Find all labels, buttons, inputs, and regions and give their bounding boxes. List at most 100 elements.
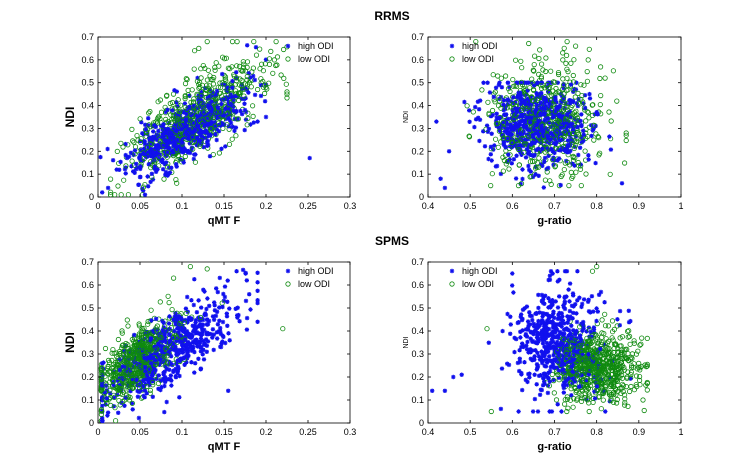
low-odi-point xyxy=(574,135,580,141)
high-odi-point xyxy=(167,332,173,338)
high-odi-point xyxy=(473,104,478,110)
high-odi-point xyxy=(541,185,546,190)
data-points xyxy=(98,38,312,197)
high-odi-point xyxy=(594,306,599,311)
low-odi-point xyxy=(485,99,491,105)
high-odi-point xyxy=(168,130,174,135)
low-odi-point xyxy=(495,73,501,79)
high-odi-point xyxy=(489,158,494,163)
high-odi-point xyxy=(162,379,168,384)
high-odi-point xyxy=(142,141,148,147)
low-odi-point xyxy=(527,85,533,91)
high-odi-point xyxy=(145,174,150,179)
high-odi-point xyxy=(123,152,128,158)
low-odi-point xyxy=(624,356,630,362)
high-odi-point xyxy=(100,403,105,409)
low-odi-point xyxy=(235,116,241,122)
high-odi-point xyxy=(546,370,551,375)
high-odi-point xyxy=(520,316,525,322)
high-odi-point xyxy=(557,329,563,335)
low-odi-point xyxy=(246,80,252,86)
low-odi-point xyxy=(129,376,135,382)
low-odi-point xyxy=(531,158,538,164)
high-odi-point xyxy=(162,331,167,336)
high-odi-point xyxy=(509,132,514,137)
high-odi-point xyxy=(524,115,529,120)
high-odi-point xyxy=(143,357,149,362)
high-odi-point xyxy=(555,158,560,163)
high-odi-point xyxy=(177,146,182,152)
high-odi-point xyxy=(524,147,529,152)
high-odi-point xyxy=(215,322,221,327)
low-odi-point xyxy=(137,116,143,122)
high-odi-point xyxy=(179,126,184,132)
low-odi-point xyxy=(129,364,135,370)
low-odi-point xyxy=(131,139,137,145)
low-odi-point xyxy=(190,146,196,152)
high-odi-point xyxy=(570,98,575,104)
high-odi-point xyxy=(545,146,550,151)
high-odi-point xyxy=(517,122,522,127)
low-odi-point xyxy=(500,168,506,174)
high-odi-point xyxy=(255,298,260,303)
low-odi-point xyxy=(633,373,640,379)
high-odi-point xyxy=(255,270,260,275)
x-tick-label: 0.5 xyxy=(464,201,477,211)
low-odi-point xyxy=(576,163,582,169)
high-odi-point xyxy=(556,312,561,318)
high-odi-point xyxy=(517,368,522,374)
low-odi-point xyxy=(545,85,552,91)
high-odi-point xyxy=(522,99,527,105)
high-odi-point xyxy=(198,367,203,372)
high-odi-point xyxy=(169,383,174,388)
high-odi-point xyxy=(544,166,549,172)
high-odi-point xyxy=(154,350,159,356)
high-odi-point xyxy=(160,142,166,147)
low-odi-point xyxy=(596,393,603,400)
scatter-panel-3: 0 0.05 0.1 0.15 0.2 0.25 0.300.10.20.30.40.50.… xyxy=(63,257,356,453)
high-odi-point xyxy=(570,316,575,321)
high-odi-point xyxy=(548,124,553,130)
low-odi-point xyxy=(644,379,650,386)
y-tick-label: 0.2 xyxy=(411,146,424,156)
low-odi-point xyxy=(496,98,503,104)
high-odi-point xyxy=(551,377,556,382)
high-odi-point xyxy=(182,121,188,126)
high-odi-point xyxy=(588,310,593,315)
high-odi-point xyxy=(199,326,205,331)
high-odi-point xyxy=(135,388,140,394)
low-odi-point xyxy=(538,74,544,80)
high-odi-point xyxy=(501,139,506,144)
high-odi-point xyxy=(186,315,192,320)
high-odi-point xyxy=(262,99,268,104)
low-odi-point xyxy=(125,323,131,329)
low-odi-point xyxy=(615,354,621,360)
high-odi-point xyxy=(524,80,530,85)
high-odi-point xyxy=(100,366,106,371)
high-odi-point xyxy=(242,127,247,133)
high-odi-point xyxy=(153,143,158,148)
high-odi-point xyxy=(235,94,241,99)
high-odi-point xyxy=(164,133,169,138)
high-odi-point xyxy=(576,152,581,158)
low-odi-point xyxy=(614,98,620,104)
low-odi-point xyxy=(563,346,570,352)
low-odi-point xyxy=(113,386,120,392)
high-odi-point xyxy=(198,131,204,136)
low-odi-point xyxy=(233,88,239,94)
low-odi-point xyxy=(187,263,193,270)
low-odi-point xyxy=(607,383,614,390)
high-odi-point xyxy=(218,325,223,331)
high-odi-point xyxy=(491,94,496,100)
high-odi-point xyxy=(559,357,565,363)
low-odi-point xyxy=(613,400,620,406)
low-odi-point xyxy=(583,171,589,177)
high-odi-point xyxy=(556,360,561,366)
low-odi-point xyxy=(584,397,591,403)
low-odi-point xyxy=(500,119,506,126)
high-odi-point xyxy=(558,114,564,119)
high-odi-point xyxy=(536,292,541,298)
high-odi-point xyxy=(617,323,622,328)
low-odi-point xyxy=(124,392,130,398)
high-odi-point xyxy=(206,133,211,139)
